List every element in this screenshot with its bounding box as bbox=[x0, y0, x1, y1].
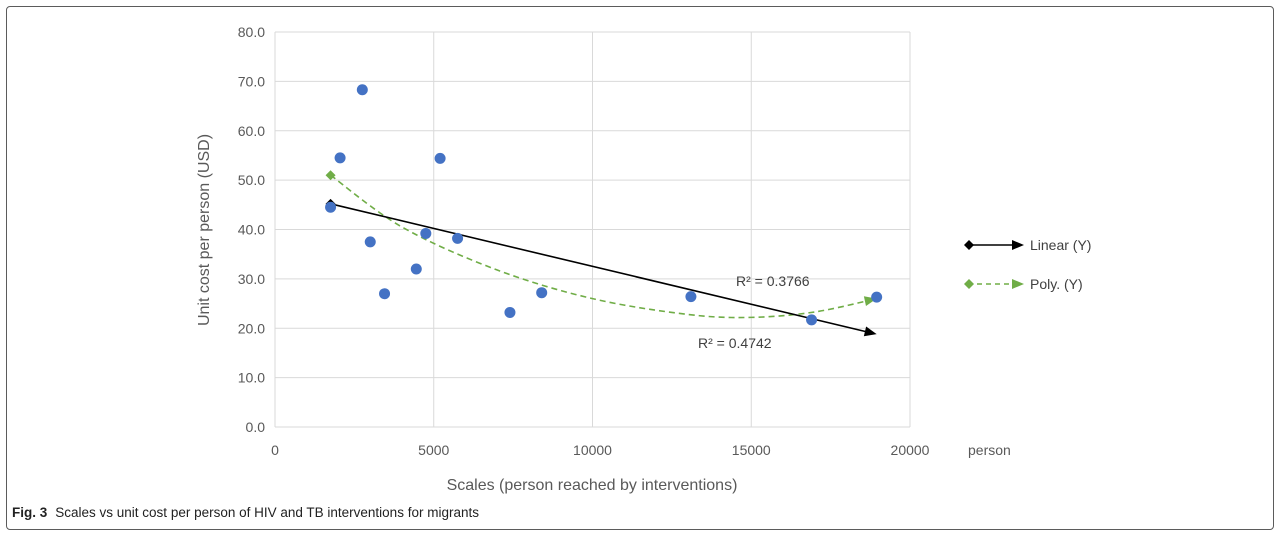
grid bbox=[274, 31, 911, 428]
y-tick-label: 70.0 bbox=[238, 73, 265, 89]
data-point bbox=[806, 314, 818, 326]
x-axis: 0 5000 10000 15000 20000 bbox=[271, 442, 930, 458]
y-tick-label: 80.0 bbox=[238, 24, 265, 40]
x-tick-label: 0 bbox=[271, 442, 279, 458]
caption-text: Scales vs unit cost per person of HIV an… bbox=[55, 505, 479, 520]
data-point bbox=[325, 201, 337, 213]
linear-trendline-path bbox=[330, 203, 868, 333]
caption-label: Fig. 3 bbox=[12, 505, 48, 520]
legend-poly-arrow bbox=[1012, 279, 1024, 289]
data-point bbox=[871, 291, 883, 303]
legend-poly: Poly. (Y) bbox=[964, 276, 1083, 292]
x-unit-label: person bbox=[968, 442, 1011, 458]
legend: Linear (Y) Poly. (Y) bbox=[964, 237, 1091, 292]
y-tick-label: 30.0 bbox=[238, 271, 265, 287]
legend-linear-marker bbox=[964, 240, 974, 250]
y-axis: 0.0 10.0 20.0 30.0 40.0 50.0 60.0 70.0 80.0 bbox=[238, 24, 265, 435]
legend-poly-label: Poly. (Y) bbox=[1030, 276, 1083, 292]
data-point bbox=[379, 288, 391, 300]
data-point bbox=[364, 236, 376, 248]
legend-linear-label: Linear (Y) bbox=[1030, 237, 1091, 253]
figure-caption: Fig. 3 Scales vs unit cost per person of … bbox=[12, 505, 479, 520]
y-tick-label: 60.0 bbox=[238, 123, 265, 139]
x-tick-label: 5000 bbox=[418, 442, 449, 458]
linear-trendline bbox=[325, 198, 877, 337]
data-point bbox=[410, 263, 422, 275]
y-tick-label: 40.0 bbox=[238, 222, 265, 238]
linear-end-arrow bbox=[863, 326, 877, 337]
data-point bbox=[420, 227, 432, 239]
legend-linear: Linear (Y) bbox=[964, 237, 1091, 253]
figure-frame bbox=[6, 6, 1274, 530]
poly-trendline-path bbox=[330, 174, 877, 319]
legend-linear-arrow bbox=[1012, 240, 1024, 250]
data-point bbox=[685, 291, 697, 303]
y-tick-label: 10.0 bbox=[238, 370, 265, 386]
poly-start-marker bbox=[325, 170, 336, 181]
y-tick-label: 20.0 bbox=[238, 320, 265, 336]
data-point bbox=[536, 287, 548, 299]
y-tick-label: 0.0 bbox=[246, 419, 266, 435]
data-point bbox=[334, 152, 346, 164]
r2-poly-label: R² = 0.3766 bbox=[736, 273, 810, 289]
chart: 0.0 10.0 20.0 30.0 40.0 50.0 60.0 70.0 80.0 0 500… bbox=[196, 24, 1091, 494]
x-tick-label: 15000 bbox=[732, 442, 771, 458]
data-point bbox=[452, 232, 464, 244]
x-tick-label: 20000 bbox=[891, 442, 930, 458]
y-tick-label: 50.0 bbox=[238, 172, 265, 188]
poly-trendline bbox=[325, 170, 877, 319]
x-tick-label: 10000 bbox=[573, 442, 612, 458]
data-point bbox=[504, 306, 516, 318]
x-axis-title: Scales (person reached by interventions) bbox=[447, 477, 738, 494]
r2-linear-label: R² = 0.4742 bbox=[698, 335, 772, 351]
scatter-points bbox=[325, 84, 883, 326]
y-axis-title: Unit cost per person (USD) bbox=[196, 134, 213, 326]
data-point bbox=[434, 152, 446, 164]
legend-poly-marker bbox=[964, 279, 974, 289]
data-point bbox=[356, 84, 368, 96]
